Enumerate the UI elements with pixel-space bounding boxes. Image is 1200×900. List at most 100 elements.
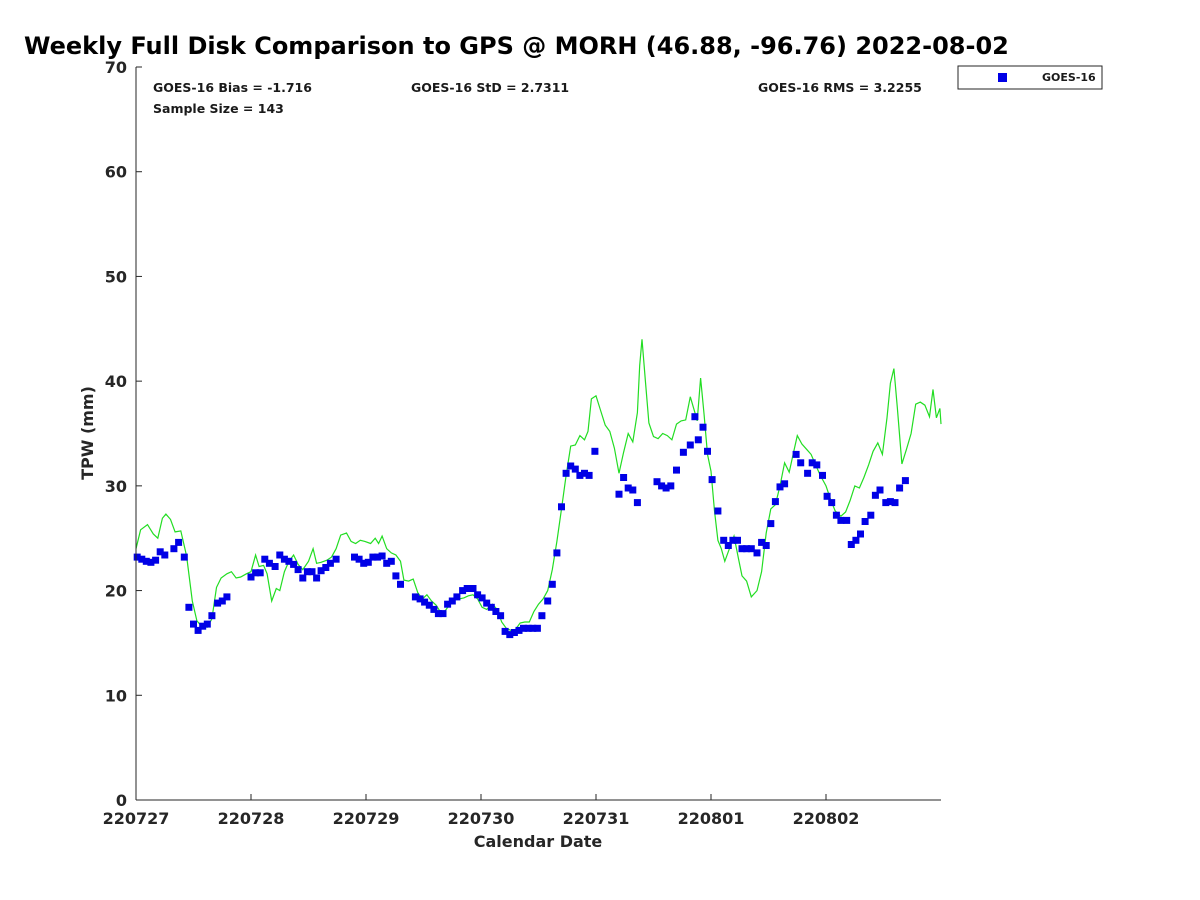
- x-tick-label: 220729: [333, 809, 400, 828]
- y-tick-label: 0: [116, 791, 127, 810]
- gps-series: [135, 339, 942, 632]
- goes16-point: [747, 545, 755, 553]
- goes16-point: [271, 563, 279, 570]
- goes16-point: [208, 612, 216, 620]
- goes16-point: [813, 461, 821, 469]
- gps-line: [135, 339, 942, 632]
- goes16-point: [364, 558, 372, 566]
- goes16-point: [633, 499, 641, 507]
- goes16-point: [501, 627, 509, 635]
- goes16-point: [416, 595, 424, 603]
- goes16-point: [133, 553, 141, 561]
- goes16-point: [180, 553, 188, 561]
- goes16-point: [808, 459, 816, 467]
- goes16-point: [771, 498, 779, 506]
- rms-stat: GOES-16 RMS = 3.2255: [758, 80, 922, 95]
- goes16-point: [832, 511, 840, 519]
- x-tick-label: 220731: [563, 809, 630, 828]
- goes16-point: [767, 520, 775, 528]
- goes16-point: [152, 556, 160, 564]
- goes16-point: [142, 557, 150, 565]
- x-axis: 220727 220728 220729 220730 220731 220801 2208…: [103, 794, 860, 828]
- x-tick-label: 220802: [793, 809, 860, 828]
- goes16-point: [360, 559, 368, 567]
- y-tick-label: 10: [105, 686, 127, 705]
- goes16-point: [673, 466, 680, 474]
- goes-series: [133, 413, 909, 639]
- goes16-point: [313, 574, 321, 582]
- goes16-point: [247, 573, 255, 581]
- goes16-point: [203, 620, 211, 628]
- goes16-point: [615, 490, 623, 498]
- goes16-point: [667, 482, 675, 490]
- goes16-point: [658, 482, 666, 490]
- goes16-point: [317, 567, 325, 575]
- goes16-point: [218, 597, 226, 605]
- goes16-point: [448, 597, 456, 605]
- goes16-point: [886, 498, 894, 506]
- goes16-point: [469, 585, 477, 592]
- goes16-point: [194, 626, 202, 634]
- goes16-point: [847, 541, 855, 548]
- bias-stat: GOES-16 Bias = -1.716: [153, 80, 312, 95]
- goes16-point: [214, 599, 222, 607]
- goes16-point: [762, 542, 770, 549]
- goes16-point: [497, 612, 505, 620]
- goes16-point: [290, 560, 298, 568]
- goes16-point: [308, 568, 316, 576]
- legend-box: [957, 65, 1103, 90]
- goes16-point: [538, 612, 546, 620]
- std-stat: GOES-16 StD = 2.7311: [411, 80, 569, 95]
- goes16-point: [704, 447, 711, 455]
- goes16-point: [492, 608, 500, 615]
- goes16-point: [679, 448, 687, 456]
- goes16-point: [548, 580, 556, 588]
- goes16-point: [867, 511, 875, 519]
- goes16-point: [804, 469, 812, 477]
- legend-label-goes16: GOES-16: [1042, 71, 1096, 84]
- goes16-point: [743, 545, 751, 553]
- goes16-point: [852, 536, 860, 544]
- goes16-point: [276, 551, 284, 559]
- goes16-point: [392, 572, 400, 580]
- legend-marker-goes16: [998, 73, 1007, 82]
- goes16-point: [474, 591, 482, 599]
- goes16-point: [326, 559, 334, 567]
- goes16-point: [585, 471, 593, 479]
- goes16-point: [411, 593, 419, 601]
- goes16-point: [876, 486, 884, 494]
- goes16-point: [387, 557, 395, 565]
- goes16-point: [758, 538, 766, 546]
- goes16-point: [351, 553, 358, 561]
- y-tick-label: 30: [105, 477, 127, 496]
- goes16-point: [901, 477, 909, 485]
- goes16-point: [430, 605, 438, 613]
- goes16-point: [369, 553, 377, 561]
- goes16-point: [434, 610, 442, 618]
- goes16-point: [843, 516, 851, 524]
- goes16-point: [694, 436, 702, 444]
- goes16-point: [459, 587, 467, 595]
- goes16-point: [871, 491, 879, 499]
- goes16-point: [261, 555, 269, 563]
- goes16-point: [837, 516, 845, 524]
- goes16-point: [280, 555, 288, 563]
- x-tick-label: 220730: [448, 809, 515, 828]
- goes16-point: [738, 545, 746, 553]
- goes16-point: [653, 478, 661, 486]
- goes16-point: [724, 542, 732, 549]
- goes16-point: [378, 552, 386, 560]
- goes16-point: [510, 629, 518, 636]
- goes16-point: [478, 594, 486, 602]
- goes16-point: [828, 499, 836, 507]
- goes16-point: [421, 598, 429, 606]
- goes16-point: [397, 580, 404, 588]
- goes16-point: [303, 568, 311, 576]
- goes16-point: [819, 471, 826, 479]
- y-axis: 0 10 20 30 40 50 60 70: [105, 58, 142, 810]
- x-tick-label: 220727: [103, 809, 170, 828]
- goes16-point: [714, 507, 722, 515]
- goes16-point: [515, 626, 523, 634]
- goes16-point: [223, 593, 231, 601]
- legend: GOES-16: [957, 65, 1103, 90]
